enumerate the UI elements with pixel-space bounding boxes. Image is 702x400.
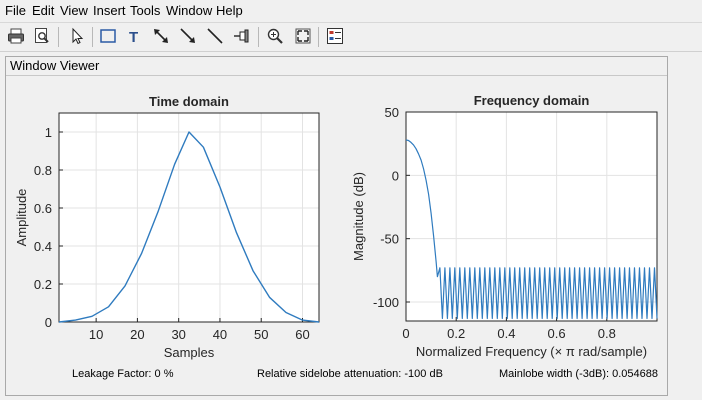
- axes-box: [405, 111, 658, 322]
- x-tick-label: 30: [171, 327, 185, 342]
- chart-title: Frequency domain: [474, 93, 590, 108]
- x-tick-label: 0.4: [497, 326, 515, 341]
- x-tick-label: 0: [402, 326, 409, 341]
- x-tick-label: 40: [213, 327, 227, 342]
- x-axis-label: Samples: [164, 345, 215, 360]
- y-tick-label: -50: [380, 232, 399, 247]
- menu-tools[interactable]: Tools: [130, 3, 161, 18]
- y-tick-label: 0.6: [34, 201, 52, 216]
- y-axis-label: Amplitude: [14, 189, 29, 247]
- panel-title: Window Viewer: [10, 58, 100, 73]
- panel-divider: [6, 75, 667, 76]
- fit-to-window-icon[interactable]: [292, 25, 314, 47]
- zoom-in-icon[interactable]: [264, 25, 286, 47]
- menu-bar: File Edit View Insert Tools Window Help: [0, 0, 702, 22]
- text-icon[interactable]: T: [124, 25, 146, 47]
- menu-file[interactable]: File: [5, 3, 26, 18]
- x-tick-label: 10: [89, 327, 103, 342]
- toolbar-separator: [258, 27, 259, 47]
- leakage-factor-text: Leakage Factor: 0 %: [72, 368, 174, 380]
- sidelobe-attenuation-text: Relative sidelobe attenuation: -100 dB: [257, 368, 443, 380]
- toolbar: T: [0, 22, 702, 52]
- legend-icon[interactable]: [324, 25, 346, 47]
- frequency-domain-chart: 0 0.2 0.4 0.6 0.8 -100 -50 0 50 Frequency domain N…: [351, 93, 658, 359]
- menu-window[interactable]: Window: [166, 3, 213, 18]
- x-tick-label: 20: [130, 327, 144, 342]
- y-tick-label: 1: [45, 125, 52, 140]
- window-viewer-panel: Window Viewer: [5, 56, 668, 396]
- x-tick-label: 0.8: [598, 326, 616, 341]
- line-icon[interactable]: [204, 25, 226, 47]
- y-tick-label: 0: [45, 315, 52, 330]
- x-tick-label: 0.6: [548, 326, 566, 341]
- x-axis-label: Normalized Frequency (× π rad/sample): [416, 344, 647, 359]
- y-tick-label: 0.2: [34, 277, 52, 292]
- toolbar-separator: [318, 27, 319, 47]
- plot-area: [59, 113, 319, 322]
- toolbar-separator: [92, 27, 93, 47]
- pin-icon[interactable]: [231, 25, 253, 47]
- double-arrow-icon[interactable]: [150, 25, 172, 47]
- menu-insert[interactable]: Insert: [93, 3, 126, 18]
- svg-text:T: T: [129, 29, 138, 45]
- pointer-icon[interactable]: [66, 25, 88, 47]
- y-tick-label: 0.8: [34, 163, 52, 178]
- time-domain-chart: 10 20 30 40 50 60 0 0.2 0.4 0.6 0.8 1 Time domain Sam…: [14, 94, 320, 360]
- y-tick-label: 50: [385, 105, 399, 120]
- menu-help[interactable]: Help: [216, 3, 243, 18]
- toolbar-separator: [58, 27, 59, 47]
- print-icon[interactable]: [5, 25, 27, 47]
- mainlobe-width-text: Mainlobe width (-3dB): 0.054688: [499, 368, 658, 380]
- axes-box: [58, 112, 320, 323]
- x-tick-label: 50: [254, 327, 268, 342]
- rectangle-icon[interactable]: [97, 25, 119, 47]
- menu-edit[interactable]: Edit: [32, 3, 55, 18]
- y-tick-label: 0: [392, 168, 399, 183]
- menu-view[interactable]: View: [60, 3, 88, 18]
- y-tick-label: -100: [373, 295, 399, 310]
- arrow-icon[interactable]: [177, 25, 199, 47]
- x-tick-label: 0.2: [447, 326, 465, 341]
- y-axis-label: Magnitude (dB): [351, 172, 366, 261]
- x-tick-label: 60: [295, 327, 309, 342]
- print-preview-icon[interactable]: [31, 25, 53, 47]
- time-domain-line: [58, 131, 320, 323]
- y-tick-label: 0.4: [34, 239, 52, 254]
- chart-title: Time domain: [149, 94, 229, 109]
- frequency-domain-line: [405, 139, 658, 320]
